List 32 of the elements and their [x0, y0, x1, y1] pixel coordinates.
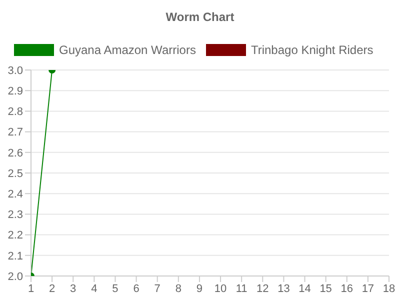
- x-tick-label: 14: [298, 282, 311, 295]
- x-tick-label: 2: [48, 282, 56, 295]
- x-tick-label: 13: [278, 282, 290, 295]
- y-tick-label: 2.6: [8, 147, 23, 160]
- x-tick-label: 12: [256, 282, 269, 295]
- y-tick-label: 2.5: [8, 168, 23, 180]
- x-tick-label: 4: [91, 282, 98, 295]
- y-tick-label: 2.9: [8, 86, 23, 98]
- y-tick-label: 2.7: [8, 126, 23, 139]
- legend-label: Guyana Amazon Warriors: [59, 43, 196, 57]
- y-tick-label: 2.3: [8, 209, 23, 222]
- y-tick-label: 2.1: [8, 250, 23, 262]
- x-tick-label: 5: [112, 282, 118, 295]
- y-tick-label: 2.0: [8, 270, 23, 283]
- x-tick-label: 9: [196, 282, 203, 295]
- y-tick-label: 2.8: [8, 106, 23, 118]
- x-tick-label: 10: [214, 282, 227, 295]
- x-tick-label: 11: [236, 282, 248, 295]
- x-tick-label: 1: [28, 282, 34, 295]
- x-tick-label: 17: [362, 282, 374, 295]
- x-tick-label: 8: [175, 282, 182, 295]
- legend-label: Trinbago Knight Riders: [250, 43, 374, 57]
- y-tick-label: 3.0: [8, 64, 23, 77]
- chart-title: Worm Chart: [164, 9, 236, 26]
- y-tick-label: 2.2: [8, 230, 23, 242]
- x-tick-label: 6: [133, 282, 140, 295]
- x-tick-label: 3: [70, 282, 76, 295]
- x-tick-label: 15: [320, 282, 332, 295]
- x-tick-label: 18: [382, 282, 396, 295]
- x-tick-label: 7: [154, 282, 160, 295]
- x-tick-label: 16: [340, 282, 354, 295]
- y-tick-label: 2.4: [8, 188, 23, 201]
